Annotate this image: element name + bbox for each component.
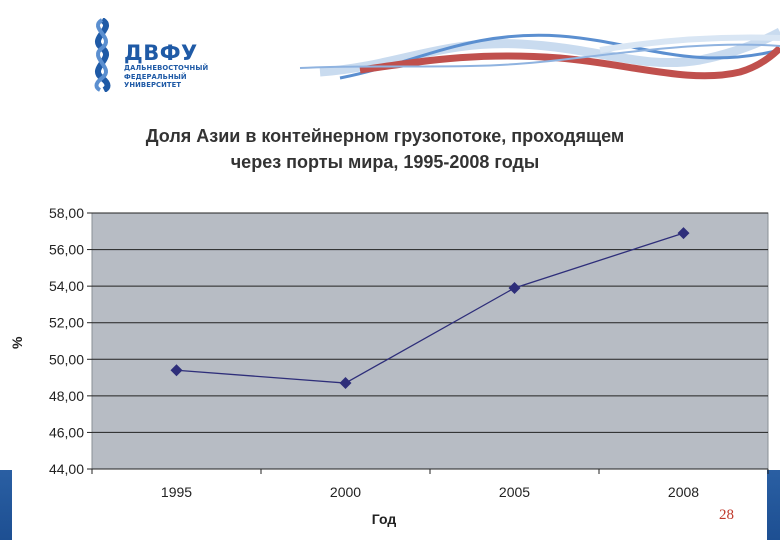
logo-subtitle-1: ДАЛЬНЕВОСТОЧНЫЙ	[124, 64, 209, 72]
data-point	[339, 377, 352, 390]
y-tick-label: 56,00	[49, 242, 84, 258]
x-axis-label: Год	[372, 511, 397, 527]
y-tick-label: 58,00	[49, 205, 84, 221]
y-tick-label: 54,00	[49, 278, 84, 294]
data-point	[170, 364, 183, 377]
series-line	[176, 232, 684, 384]
chart-title-line-1: Доля Азии в контейнерном грузопотоке, пр…	[146, 126, 625, 146]
y-tick-label: 50,00	[49, 351, 84, 367]
page-number: 28	[719, 507, 734, 523]
data-point	[677, 227, 690, 240]
logo-title: ДВФУ	[124, 41, 198, 65]
x-tick-label: 2008	[668, 484, 699, 500]
x-tick-label: 2000	[330, 484, 361, 500]
logo-subtitle-2: ФЕДЕРАЛЬНЫЙ	[124, 72, 187, 81]
logo-subtitle-3: УНИВЕРСИТЕТ	[124, 81, 182, 90]
plot-area	[91, 212, 769, 470]
chart-title-line-2: через порты мира, 1995-2008 годы	[231, 152, 540, 172]
dvfu-logo-icon	[94, 18, 111, 92]
y-axis-label: %	[9, 336, 25, 349]
y-tick-label: 46,00	[49, 424, 84, 440]
logo-text: ДВФУ ДАЛЬНЕВОСТОЧНЫЙ ФЕДЕРАЛЬНЫЙ УНИВЕРС…	[124, 42, 208, 90]
y-tick-label: 52,00	[49, 315, 84, 331]
wave-decoration	[299, 28, 780, 80]
x-tick-label: 2005	[499, 484, 530, 500]
data-point	[508, 281, 521, 294]
x-tick-label: 1995	[161, 484, 192, 500]
y-tick-label: 44,00	[49, 461, 84, 477]
y-tick-label: 48,00	[49, 388, 84, 404]
